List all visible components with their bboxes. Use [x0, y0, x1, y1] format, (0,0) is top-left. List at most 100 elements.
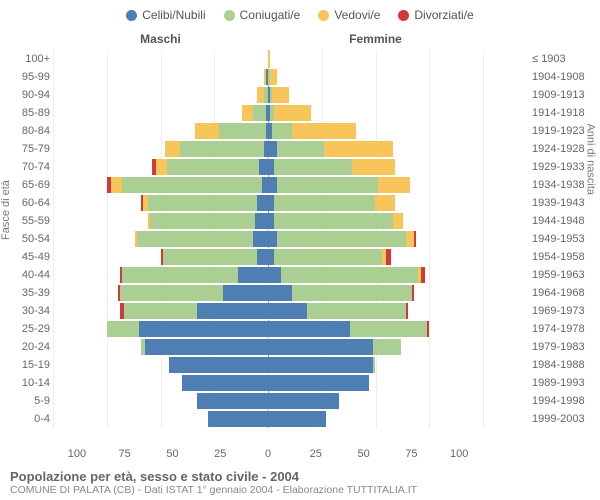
age-label: 30-34 — [8, 302, 50, 320]
age-label: 75-79 — [8, 140, 50, 158]
male-half — [53, 141, 268, 157]
male-half — [53, 393, 268, 409]
legend-swatch — [398, 10, 409, 21]
bar-segment — [406, 303, 408, 319]
legend-swatch — [318, 10, 329, 21]
age-label: 80-84 — [8, 122, 50, 140]
bar-segment — [373, 357, 375, 373]
bar-segment — [195, 123, 219, 139]
age-label: 5-9 — [8, 392, 50, 410]
bar-segment — [139, 321, 268, 337]
legend-item: Coniugati/e — [224, 8, 301, 22]
bar-segment — [122, 177, 262, 193]
age-label: 55-59 — [8, 212, 50, 230]
legend-swatch — [126, 10, 137, 21]
female-half — [268, 411, 483, 427]
legend-item: Vedovi/e — [318, 8, 380, 22]
legend-item: Celibi/Nubili — [126, 8, 205, 22]
bar-segment — [120, 285, 223, 301]
x-tick: 75 — [387, 448, 435, 460]
year-label: 1934-1938 — [532, 176, 592, 194]
pyramid-row — [53, 392, 483, 410]
label-femmine: Femmine — [268, 32, 483, 46]
bar-segment — [165, 141, 180, 157]
pyramid-row — [53, 356, 483, 374]
male-half — [53, 213, 268, 229]
female-half — [268, 51, 483, 67]
female-half — [268, 213, 483, 229]
bar-segment — [268, 321, 350, 337]
female-half — [268, 195, 483, 211]
male-half — [53, 177, 268, 193]
x-tick: 50 — [149, 448, 197, 460]
female-half — [268, 123, 483, 139]
pyramid-row — [53, 230, 483, 248]
male-half — [53, 285, 268, 301]
pyramid-row — [53, 122, 483, 140]
bar-segment — [324, 141, 393, 157]
male-half — [53, 303, 268, 319]
grid-line — [483, 50, 484, 428]
bar-segment — [122, 267, 238, 283]
male-half — [53, 267, 268, 283]
bar-segment — [270, 69, 276, 85]
bar-segment — [259, 159, 268, 175]
bar-segment — [219, 123, 266, 139]
male-half — [53, 69, 268, 85]
bar-segment — [274, 249, 382, 265]
male-half — [53, 375, 268, 391]
pyramid-row — [53, 320, 483, 338]
bar-segment — [253, 231, 268, 247]
age-label: 10-14 — [8, 374, 50, 392]
male-half — [53, 105, 268, 121]
pyramid-row — [53, 68, 483, 86]
bar-segment — [137, 231, 253, 247]
x-tick: 50 — [340, 448, 388, 460]
male-half — [53, 51, 268, 67]
pyramid-row — [53, 374, 483, 392]
bar-segment — [268, 141, 277, 157]
bar-segment — [208, 411, 268, 427]
year-label: 1919-1923 — [532, 122, 592, 140]
bar-segment — [223, 285, 268, 301]
age-label: 20-24 — [8, 338, 50, 356]
bar-segment — [255, 213, 268, 229]
footer-sub: COMUNE DI PALATA (CB) - Dati ISTAT 1° ge… — [10, 484, 417, 496]
bar-segment — [412, 285, 414, 301]
male-half — [53, 159, 268, 175]
bar-segment — [268, 177, 277, 193]
bar-segment — [378, 177, 410, 193]
pyramid-row — [53, 410, 483, 428]
x-axis: 1007550250255075100 — [53, 448, 483, 460]
bar-segment — [182, 375, 268, 391]
age-label: 0-4 — [8, 410, 50, 428]
year-label: 1909-1913 — [532, 86, 592, 104]
gender-labels: Maschi Femmine — [53, 32, 483, 46]
male-half — [53, 195, 268, 211]
female-half — [268, 285, 483, 301]
bar-segment — [352, 159, 395, 175]
female-half — [268, 69, 483, 85]
age-label: 90-94 — [8, 86, 50, 104]
bar-segment — [111, 177, 122, 193]
bar-segment — [277, 231, 406, 247]
bar-segment — [156, 159, 167, 175]
x-tick: 75 — [101, 448, 149, 460]
bar-segment — [163, 249, 258, 265]
female-half — [268, 87, 483, 103]
year-label: 1979-1983 — [532, 338, 592, 356]
bar-segment — [180, 141, 264, 157]
age-label: 15-19 — [8, 356, 50, 374]
pyramid-row — [53, 194, 483, 212]
bar-segment — [238, 267, 268, 283]
year-label: 1969-1973 — [532, 302, 592, 320]
year-label: 1954-1958 — [532, 248, 592, 266]
year-label: 1939-1943 — [532, 194, 592, 212]
bar-segment — [307, 303, 406, 319]
bar-segment — [197, 393, 268, 409]
pyramid-row — [53, 338, 483, 356]
male-half — [53, 339, 268, 355]
legend-label: Coniugati/e — [240, 8, 301, 22]
year-label: 1929-1933 — [532, 158, 592, 176]
age-label: 85-89 — [8, 104, 50, 122]
